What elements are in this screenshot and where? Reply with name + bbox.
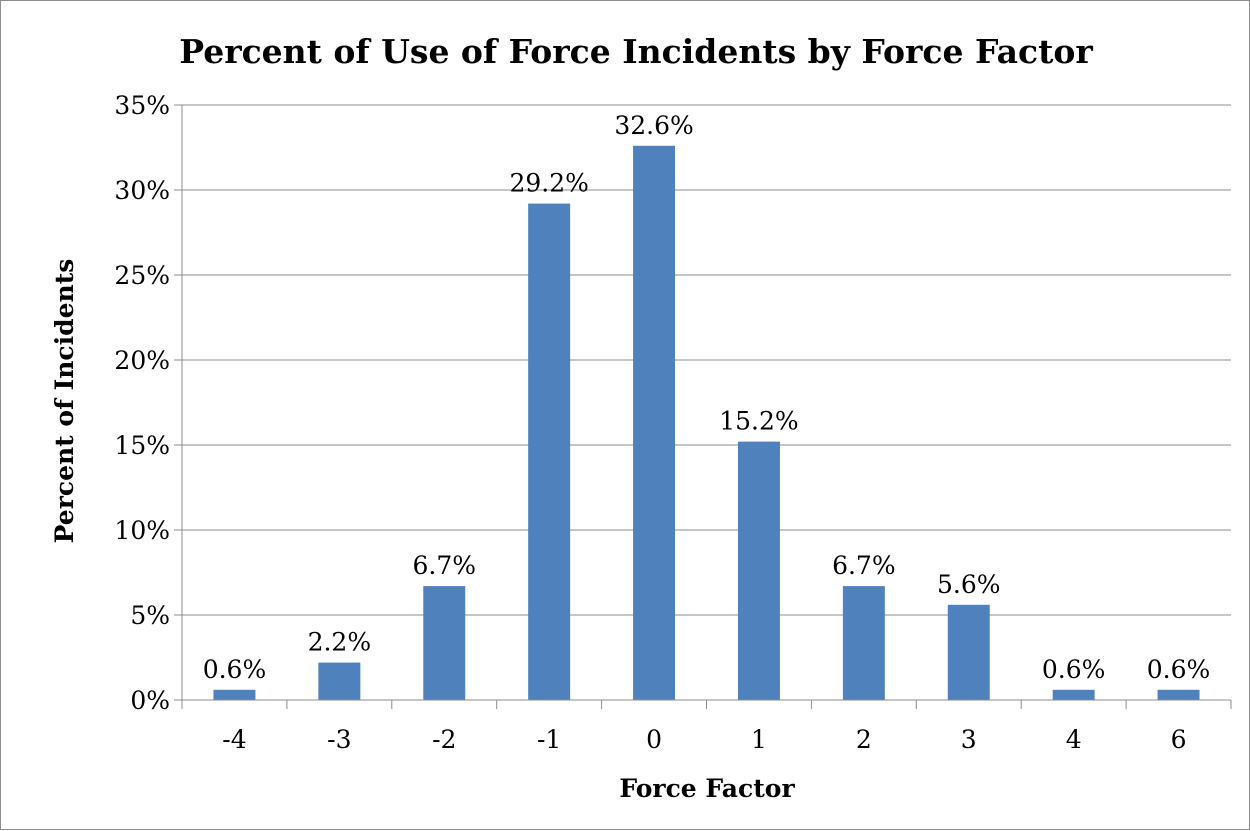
x-tick-label: 6: [1171, 725, 1187, 754]
data-label-1: 15.2%: [719, 407, 798, 436]
y-tick-label: 15%: [114, 431, 170, 460]
data-label-4: 0.6%: [1042, 655, 1106, 684]
data-label-3: 5.6%: [937, 570, 1001, 599]
data-labels: 0.6% 2.2% 6.7% 29.2% 32.6% 15.2% 6.7% 5.6% 0.6% 0…: [203, 111, 1211, 684]
data-label--1: 29.2%: [509, 169, 588, 198]
x-axis-title: Force Factor: [619, 774, 795, 803]
data-label--2: 6.7%: [412, 551, 476, 580]
y-axis-title: Percent of Incidents: [50, 259, 79, 544]
data-label-2: 6.7%: [832, 551, 896, 580]
y-tick-label: 20%: [114, 346, 170, 375]
x-tick-label: 3: [961, 725, 977, 754]
y-tick-label: 25%: [114, 261, 170, 290]
bar-1: [737, 441, 780, 700]
bar-6: [1157, 689, 1200, 700]
data-label-0: 32.6%: [614, 111, 693, 140]
y-tick-label: 35%: [114, 91, 170, 120]
x-tick-label: 0: [646, 725, 662, 754]
x-tick-label: -1: [537, 725, 561, 754]
bar-0: [633, 145, 676, 701]
y-tick-label: 30%: [114, 176, 170, 205]
bar--2: [423, 586, 466, 700]
bar--1: [528, 203, 571, 700]
bar--3: [318, 662, 361, 700]
y-axis-ticks: 0% 5% 10% 15% 20% 25% 30% 35%: [114, 91, 182, 715]
x-tick-label: 1: [751, 725, 767, 754]
data-label--3: 2.2%: [308, 628, 372, 657]
x-tick-label: 4: [1066, 725, 1082, 754]
x-tick-label: -2: [432, 725, 456, 754]
chart-title: Percent of Use of Force Incidents by For…: [179, 32, 1093, 71]
x-tick-label: 2: [856, 725, 872, 754]
y-tick-label: 0%: [130, 686, 170, 715]
gridlines: [182, 104, 1231, 616]
x-tick-label: -4: [222, 725, 246, 754]
data-label-6: 0.6%: [1147, 655, 1211, 684]
bar--4: [213, 689, 256, 700]
data-label--4: 0.6%: [203, 655, 267, 684]
bar-2: [842, 586, 885, 700]
x-axis: -4 -3 -2 -1 0 1 2 3 4 6: [181, 105, 1232, 754]
x-tick-label: -3: [327, 725, 351, 754]
bar-4: [1052, 689, 1095, 700]
bar-3: [947, 604, 990, 700]
y-tick-label: 5%: [130, 601, 170, 630]
y-tick-label: 10%: [114, 516, 170, 545]
bars: [213, 145, 1200, 701]
